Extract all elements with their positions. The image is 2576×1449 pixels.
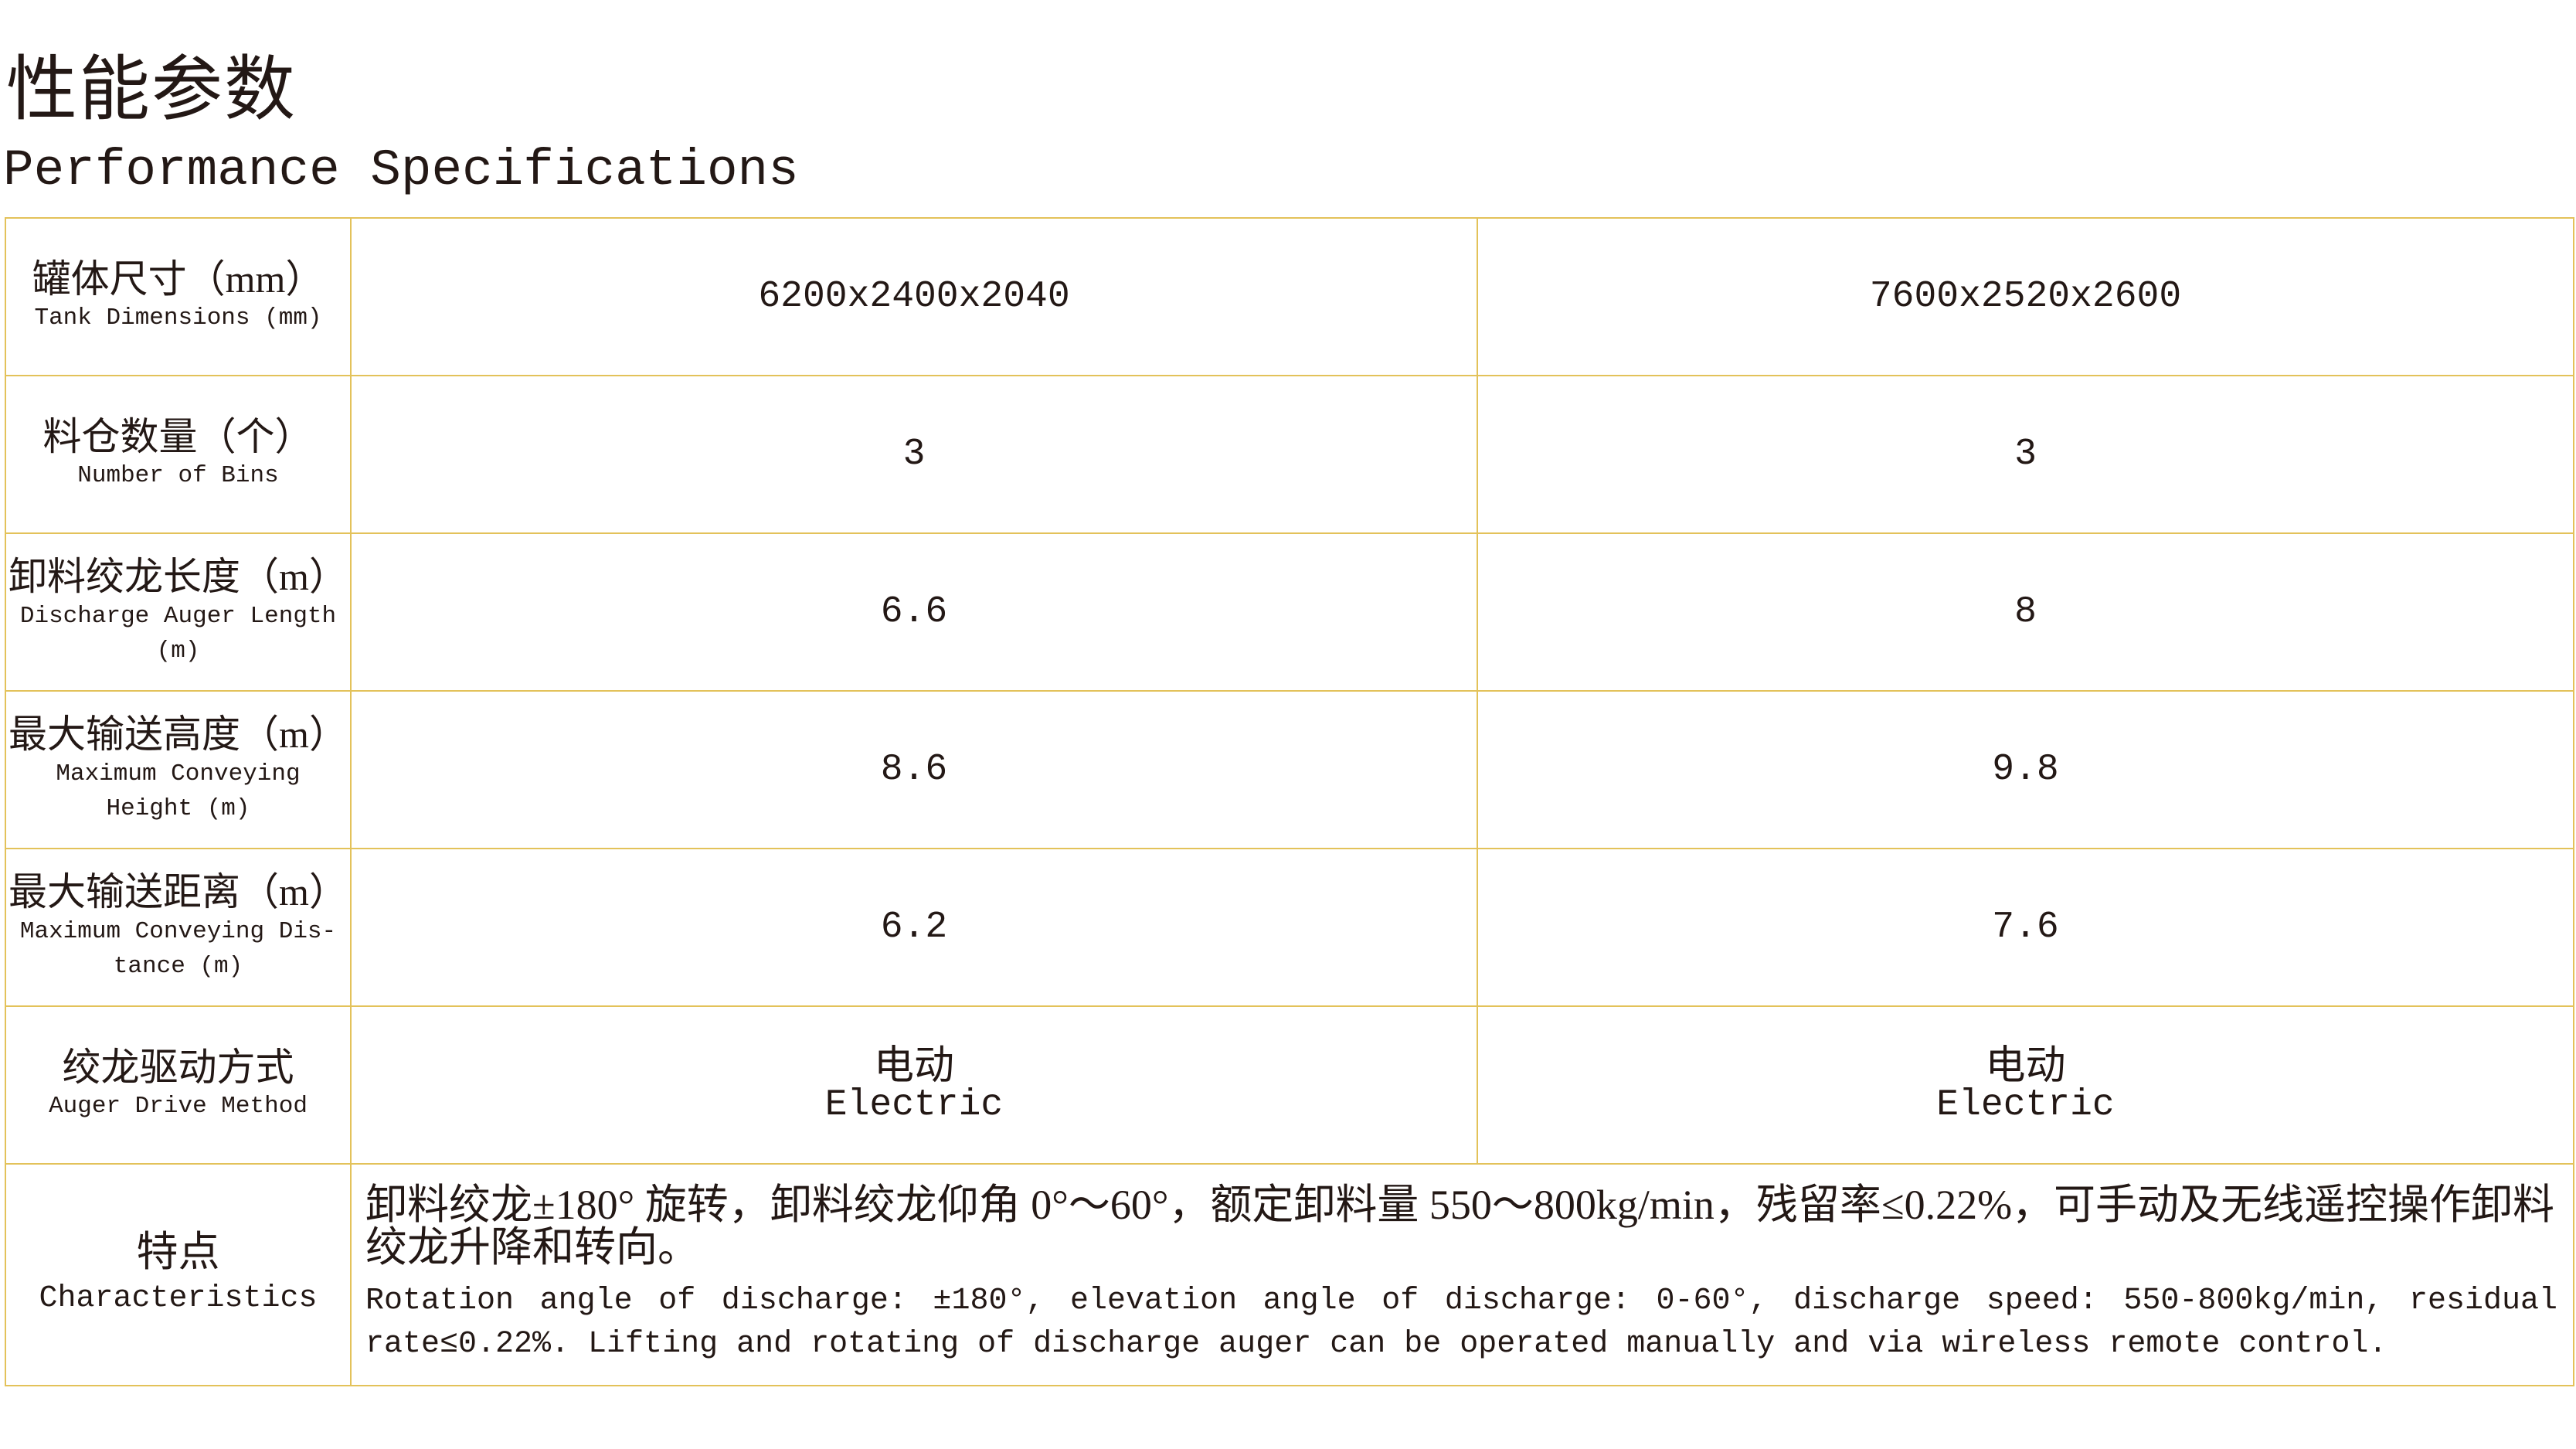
page-title-chinese: 性能参数 [6,50,297,129]
label-cn: 最大输送距离（m） [8,870,348,914]
value-cell: 6.6 [350,532,1478,692]
value-cell: 9.8 [1477,690,2574,849]
value-cn: 电动 [1985,1044,2066,1088]
label-cn: 料仓数量（个） [42,414,314,458]
page-title-english: Performance Specifications [3,141,799,199]
value-en: Electric [1936,1084,2115,1126]
label-cn: 特点 [136,1229,220,1276]
table-row: 卸料绞龙长度（m） Discharge Auger Length (m) 6.6 … [5,532,2574,692]
label-en: Discharge Auger Length (m) [19,602,337,665]
value-cell: 6200x2400x2040 [350,217,1478,376]
row-label: 最大输送高度（m） Maximum Conveying Height (m) [5,690,352,849]
row-label: 绞龙驱动方式 Auger Drive Method [5,1005,352,1165]
row-label: 罐体尺寸（mm） Tank Dimensions (mm) [5,217,352,376]
value-cell: 电动 Electric [1477,1005,2574,1165]
label-cn: 卸料绞龙长度（m） [8,555,348,599]
label-en: Tank Dimensions (mm) [34,304,322,332]
label-en: Maximum Conveying Height (m) [56,760,301,822]
characteristics-text-en: Rotation angle of discharge: ±180°, elev… [365,1284,2557,1362]
characteristics-text-cn: 卸料绞龙±180° 旋转，卸料绞龙仰角 0°～60°，额定卸料量 550～800… [365,1182,2555,1271]
value-cell: 6.2 [350,848,1478,1007]
table-row: 罐体尺寸（mm） Tank Dimensions (mm) 6200x2400x2… [5,217,2574,376]
characteristics-row: 特点 Characteristics 卸料绞龙±180° 旋转，卸料绞龙仰角 0°… [5,1163,2574,1386]
value-cell: 8.6 [350,690,1478,849]
label-cn: 罐体尺寸（mm） [32,257,325,301]
characteristics-cell: 卸料绞龙±180° 旋转，卸料绞龙仰角 0°～60°，额定卸料量 550～800… [350,1163,2574,1386]
label-cn: 绞龙驱动方式 [62,1045,294,1089]
value-cell: 7.6 [1477,848,2574,1007]
label-cn: 最大输送高度（m） [8,713,348,757]
row-label: 特点 Characteristics [5,1163,352,1386]
value-cell: 3 [1477,375,2574,534]
table-row: 料仓数量（个） Number of Bins 3 3 [5,375,2574,534]
table-row: 最大输送距离（m） Maximum Conveying Dis-tance (m)… [5,848,2574,1007]
table-row: 最大输送高度（m） Maximum Conveying Height (m) 8.… [5,690,2574,849]
specifications-table: 罐体尺寸（mm） Tank Dimensions (mm) 6200x2400x2… [5,217,2574,1386]
table-row: 绞龙驱动方式 Auger Drive Method 电动 Electric 电动 El… [5,1005,2574,1165]
value-cell: 3 [350,375,1478,534]
value-cell: 电动 Electric [350,1005,1478,1165]
label-en: Auger Drive Method [49,1093,308,1121]
label-en: Number of Bins [77,462,279,490]
label-en: Characteristics [39,1281,318,1316]
row-label: 卸料绞龙长度（m） Discharge Auger Length (m) [5,532,352,692]
row-label: 料仓数量（个） Number of Bins [5,375,352,534]
value-en: Electric [824,1084,1004,1126]
value-cn: 电动 [873,1044,954,1088]
value-cell: 8 [1477,532,2574,692]
value-cell: 7600x2520x2600 [1477,217,2574,376]
row-label: 最大输送距离（m） Maximum Conveying Dis-tance (m) [5,848,352,1007]
label-en: Maximum Conveying Dis-tance (m) [19,917,337,980]
